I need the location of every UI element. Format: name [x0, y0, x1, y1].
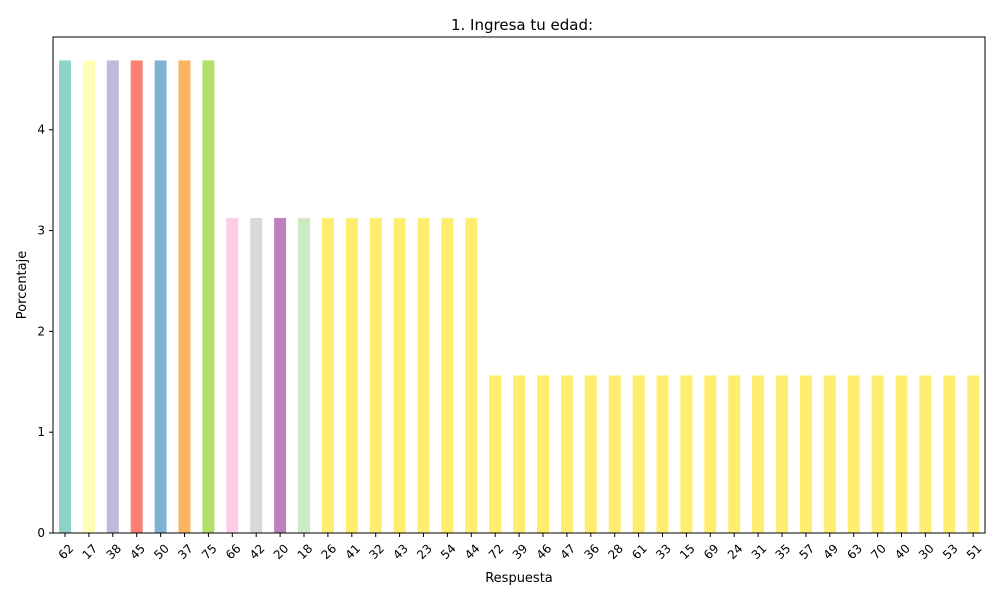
x-tick-label: 15 [677, 541, 698, 562]
x-tick-label: 17 [80, 541, 101, 562]
x-axis: 62 17 38 45 50 37 75 66 42 20 18 26 41 32 43 23 54 44 72 39… [56, 533, 985, 562]
bar-70 [871, 375, 884, 533]
x-tick-label: 41 [342, 541, 363, 562]
bar-32 [369, 217, 382, 533]
bar-61 [632, 375, 645, 533]
x-tick-label: 51 [964, 541, 985, 562]
x-tick-label: 47 [558, 541, 579, 562]
x-tick-label: 40 [892, 541, 913, 562]
bar-35 [776, 375, 788, 533]
x-tick-label: 54 [438, 541, 459, 562]
x-tick-label: 37 [175, 541, 196, 562]
bar-26 [321, 217, 334, 533]
bar-30 [919, 375, 932, 533]
bar-43 [393, 217, 406, 533]
bar-44 [465, 217, 478, 533]
bar-15 [680, 375, 693, 533]
x-tick-label: 39 [510, 541, 531, 562]
y-axis-label: Porcentaje [15, 251, 30, 319]
x-tick-label: 31 [749, 541, 770, 562]
bar-57 [799, 375, 812, 533]
bar-69 [704, 375, 717, 533]
bar-49 [823, 375, 836, 533]
bar-47 [560, 375, 573, 533]
bar-46 [537, 375, 549, 533]
y-tick-label: 3 [37, 224, 45, 238]
bar-63 [847, 375, 860, 533]
x-tick-label: 26 [319, 541, 340, 562]
x-tick-label: 30 [916, 541, 937, 562]
plot-frame [52, 36, 986, 534]
bar-51 [967, 375, 980, 533]
bar-66 [226, 217, 239, 533]
bar-50 [154, 60, 167, 533]
x-tick-label: 72 [486, 541, 507, 562]
x-tick-label: 42 [247, 541, 268, 562]
bar-38 [106, 60, 119, 533]
bar-28 [608, 375, 621, 533]
x-tick-label: 66 [223, 541, 244, 562]
bar-53 [943, 375, 956, 533]
x-tick-label: 20 [271, 541, 292, 562]
x-tick-label: 36 [581, 541, 602, 562]
y-tick-label: 4 [37, 123, 45, 137]
x-tick-label: 18 [295, 541, 316, 562]
x-tick-label: 32 [366, 541, 387, 562]
bar-23 [417, 217, 430, 533]
x-tick-label: 35 [773, 541, 794, 562]
bar-54 [441, 217, 454, 533]
x-tick-label: 50 [151, 541, 172, 562]
y-axis: 0 1 2 3 4 [37, 123, 53, 540]
bar-62 [59, 60, 71, 533]
x-tick-label: 62 [56, 541, 77, 562]
bar-20 [274, 217, 287, 533]
x-tick-label: 28 [605, 541, 626, 562]
x-tick-label: 53 [940, 541, 961, 562]
x-tick-label: 63 [844, 541, 865, 562]
x-tick-label: 23 [414, 541, 435, 562]
x-tick-label: 61 [629, 541, 650, 562]
x-tick-label: 45 [127, 541, 148, 562]
bar-24 [728, 375, 741, 533]
bar-39 [513, 375, 526, 533]
bar-45 [130, 60, 143, 533]
x-tick-label: 44 [462, 541, 483, 562]
bar-33 [656, 375, 669, 533]
bar-72 [489, 375, 502, 533]
x-tick-label: 49 [820, 541, 841, 562]
bar-75 [202, 60, 215, 533]
x-tick-label: 57 [797, 541, 818, 562]
y-tick-label: 1 [37, 425, 45, 439]
x-tick-label: 46 [534, 541, 555, 562]
bar-42 [250, 217, 263, 533]
bar-31 [752, 375, 765, 533]
bar-36 [584, 375, 597, 533]
bars-group [59, 60, 980, 533]
y-tick-label: 2 [37, 324, 45, 338]
bar-41 [345, 217, 358, 533]
x-tick-label: 24 [725, 541, 746, 562]
x-tick-label: 75 [199, 541, 220, 562]
bar-18 [298, 217, 310, 533]
x-tick-label: 43 [390, 541, 411, 562]
x-axis-label: Respuesta [485, 571, 553, 586]
bar-37 [178, 60, 191, 533]
x-tick-label: 69 [701, 541, 722, 562]
x-tick-label: 33 [653, 541, 674, 562]
chart-title: 1. Ingresa tu edad: [451, 16, 593, 34]
x-tick-label: 70 [868, 541, 889, 562]
y-tick-label: 0 [37, 526, 45, 540]
bar-17 [82, 60, 95, 533]
bar-40 [895, 375, 908, 533]
x-tick-label: 38 [103, 541, 124, 562]
